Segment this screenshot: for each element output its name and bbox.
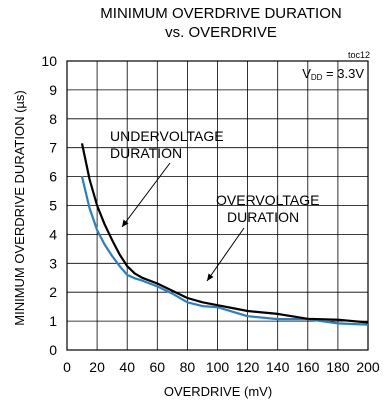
y-axis-label: MINIMUM OVERDRIVE DURATION (µs)	[12, 90, 27, 325]
x-tick-labels: 0 20 40 60 80 100 120 140 160 180 200	[63, 359, 380, 375]
chart-subtitle: vs. OVERDRIVE	[165, 24, 277, 41]
figure-tag: toc12	[348, 50, 370, 60]
annotation-undervoltage-arrowhead	[122, 219, 129, 227]
y-tick-label: 8	[49, 111, 57, 127]
condition-prefix: V	[302, 66, 311, 81]
annotation-overvoltage-arrowhead	[207, 273, 214, 281]
chart-title: MINIMUM OVERDRIVE DURATION	[100, 5, 341, 22]
x-tick-label: 40	[119, 359, 135, 375]
x-tick-label: 200	[356, 359, 380, 375]
y-tick-label: 10	[41, 53, 57, 69]
x-tick-label: 20	[89, 359, 105, 375]
annotation-undervoltage-arrow-shaft	[121, 162, 171, 228]
x-tick-label: 120	[236, 359, 260, 375]
y-tick-label: 3	[49, 255, 57, 271]
x-tick-label: 80	[180, 359, 196, 375]
condition-sub: DD	[311, 73, 323, 82]
annotation-overvoltage-line1: OVERVOLTAGE	[216, 192, 319, 208]
annotation-undervoltage-line1: UNDERVOLTAGE	[110, 128, 224, 144]
condition-label: VDD = 3.3V	[302, 66, 364, 82]
y-tick-label: 7	[49, 140, 57, 156]
y-tick-label: 5	[49, 198, 57, 214]
series-line-undervoltage	[80, 143, 369, 324]
y-tick-label: 9	[49, 82, 57, 98]
series-line-overvoltage	[80, 176, 369, 326]
x-tick-label: 60	[150, 359, 166, 375]
x-axis-label: OVERDRIVE (mV)	[164, 384, 272, 399]
annotation-overvoltage-line2: DURATION	[227, 209, 299, 225]
x-tick-label: 180	[326, 359, 350, 375]
plot-frame	[66, 60, 369, 351]
y-tick-label: 1	[49, 313, 57, 329]
annotation-overvoltage-arrow-shaft	[206, 227, 245, 282]
condition-suffix: = 3.3V	[322, 66, 364, 81]
x-tick-label: 100	[206, 359, 230, 375]
x-tick-label: 0	[63, 359, 71, 375]
y-tick-labels: 0 1 2 3 4 5 6 7 8 9 10	[41, 53, 57, 358]
x-tick-label: 160	[296, 359, 320, 375]
y-tick-label: 2	[49, 284, 57, 300]
series-lines	[80, 143, 369, 326]
x-tick-label: 140	[266, 359, 290, 375]
annotation-undervoltage-line2: DURATION	[110, 145, 182, 161]
y-tick-label: 6	[49, 169, 57, 185]
y-tick-label: 4	[49, 226, 57, 242]
y-tick-label: 0	[49, 342, 57, 358]
